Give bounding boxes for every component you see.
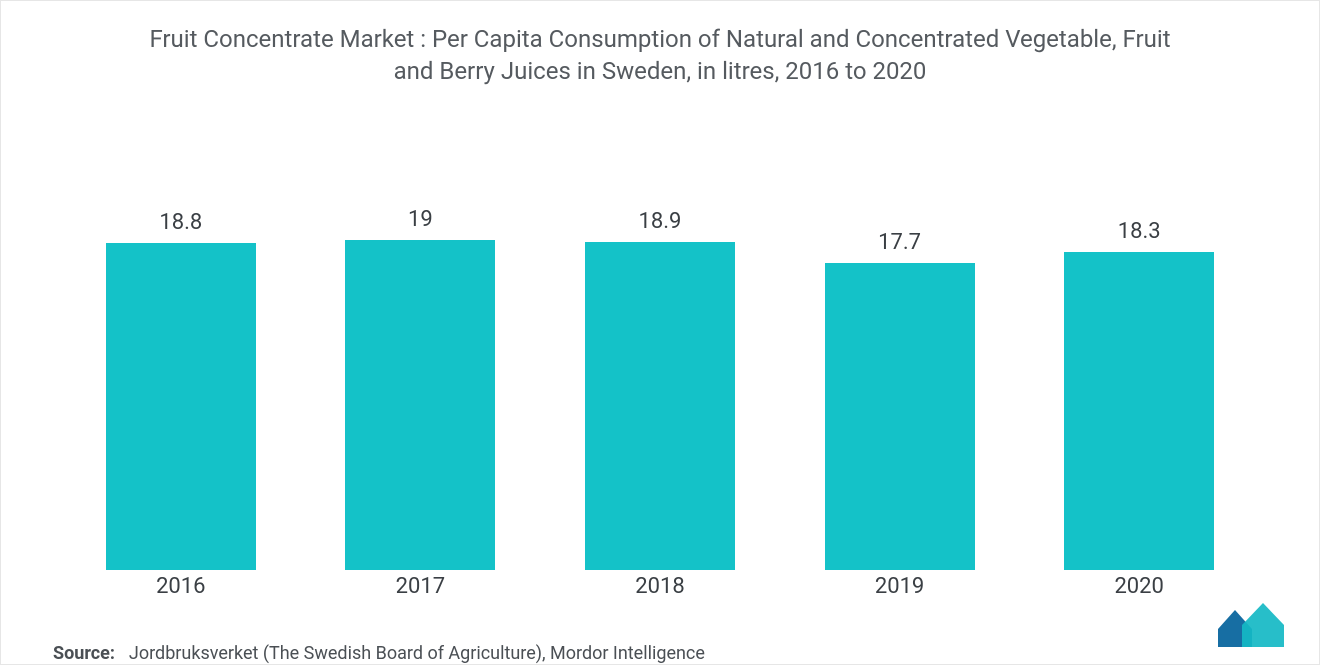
bar-column: 18.8 [73,210,289,570]
x-axis-label: 2018 [552,574,768,599]
bar-column: 18.9 [552,209,768,570]
x-axis-labels: 2016 2017 2018 2019 2020 [41,570,1279,599]
bar [825,263,975,570]
chart-title: Fruit Concentrate Market : Per Capita Co… [41,23,1279,98]
mordor-logo-icon [1218,603,1288,647]
source-text: Jordbruksverket (The Swedish Board of Ag… [129,643,705,664]
chart-container: Fruit Concentrate Market : Per Capita Co… [0,0,1320,665]
bar [345,240,495,570]
chart-plot-area: 18.8 19 18.9 17.7 18.3 [41,98,1279,570]
x-axis-label: 2019 [792,574,1008,599]
bar-value-label: 18.8 [159,210,202,235]
bar-value-label: 17.7 [878,230,921,255]
source-label: Source: [53,643,115,664]
source-line: Source: Jordbruksverket (The Swedish Boa… [41,599,1279,664]
bar-value-label: 19 [408,207,433,232]
bar [585,242,735,570]
x-axis-label: 2020 [1031,574,1247,599]
bar-column: 17.7 [792,230,1008,570]
x-axis-label: 2017 [313,574,529,599]
bar-column: 18.3 [1031,219,1247,570]
bar [106,243,256,570]
bar [1064,252,1214,570]
x-axis-label: 2016 [73,574,289,599]
bar-column: 19 [313,207,529,570]
bar-value-label: 18.3 [1118,219,1161,244]
bar-value-label: 18.9 [639,209,682,234]
